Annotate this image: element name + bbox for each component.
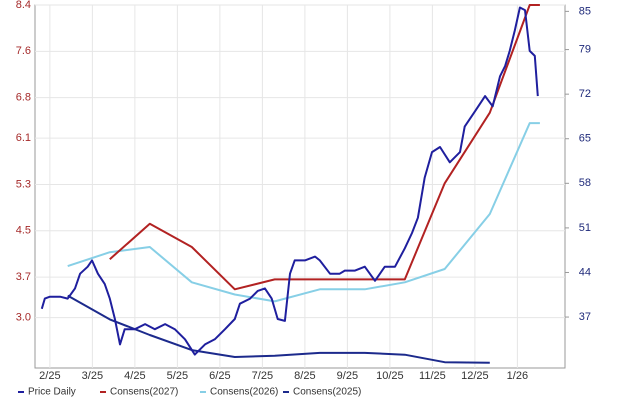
y-tick-label: 5.3 [16,178,31,190]
x-tick-label: 7/25 [252,370,273,382]
y-tick-label: 8.4 [16,0,31,11]
x-tick-label: 2/25 [39,370,60,382]
y2-tick-label: 51 [579,222,591,234]
y2-tick-label: 37 [579,311,591,323]
series-line [67,294,490,364]
series-line [40,6,539,356]
x-tick-label: 8/25 [294,370,315,382]
y2-tick-label: 85 [579,5,591,17]
legend-label: Consens(2027) [110,387,178,398]
y-tick-label: 7.6 [16,45,31,57]
y-tick-label: 4.5 [16,225,31,237]
series-line [67,122,540,303]
x-tick-label: 4/25 [124,370,145,382]
legend-label: Consens(2026) [210,387,278,398]
y2-tick-label: 79 [579,43,591,55]
y-tick-label: 6.1 [16,132,31,144]
x-tick-label: 10/25 [376,370,404,382]
legend-label: Consens(2025) [293,387,361,398]
x-tick-label: 6/25 [209,370,230,382]
x-tick-label: 9/25 [337,370,358,382]
legend-label: Price Daily [28,387,76,398]
y-tick-label: 6.8 [16,92,31,104]
x-tick-label: 1/26 [507,370,528,382]
y-tick-label: 3.7 [16,271,31,283]
y2-tick-label: 58 [579,177,591,189]
y2-tick-label: 72 [579,88,591,100]
x-tick-label: 12/25 [461,370,489,382]
x-tick-label: 3/25 [82,370,103,382]
x-tick-label: 11/25 [419,370,446,382]
y2-tick-label: 44 [579,266,591,278]
y-tick-label: 3.0 [16,312,31,324]
x-tick-label: 5/25 [167,370,188,382]
y2-tick-label: 65 [579,133,591,145]
